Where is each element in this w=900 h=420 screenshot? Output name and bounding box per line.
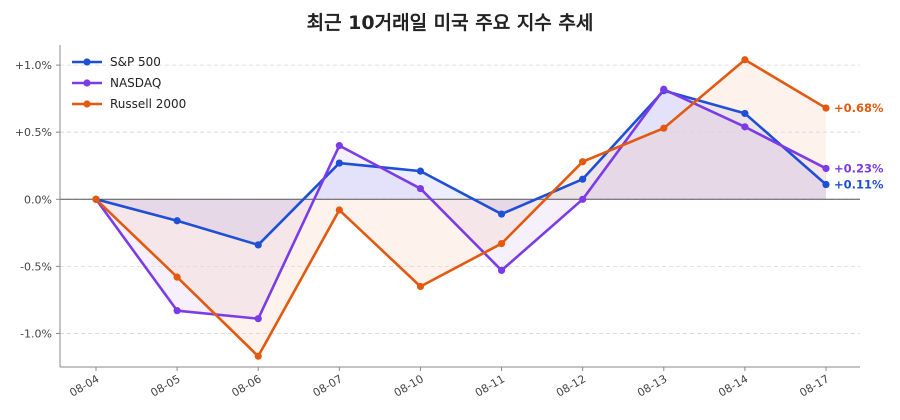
- x-tick-label: 08-07: [311, 372, 345, 399]
- y-tick-label: -0.5%: [20, 260, 52, 273]
- x-tick-label: 08-06: [230, 372, 264, 399]
- x-tick-label: 08-14: [716, 372, 750, 399]
- x-tick-label: 08-05: [148, 372, 182, 399]
- data-point: [254, 241, 262, 249]
- legend-marker-2: [83, 100, 91, 108]
- data-point: [741, 56, 749, 64]
- data-point: [335, 206, 343, 214]
- data-point: [497, 266, 506, 274]
- y-tick-label: +1.0%: [15, 59, 52, 72]
- data-point: [741, 123, 749, 131]
- end-label-1: +0.23%: [834, 161, 884, 175]
- x-tick-label: 08-04: [67, 372, 101, 399]
- data-point: [579, 175, 587, 183]
- x-tick-label: 08-17: [797, 372, 831, 399]
- series-line-2: [95, 58, 827, 358]
- data-point: [254, 315, 262, 323]
- data-point: [92, 195, 100, 203]
- legend-marker-0: [83, 58, 91, 66]
- data-point: [822, 164, 830, 173]
- y-tick-label: +0.5%: [15, 126, 52, 139]
- y-tick-label: -1.0%: [20, 327, 52, 340]
- data-point: [416, 184, 425, 193]
- data-point: [660, 124, 668, 132]
- x-tick-label: 08-13: [635, 372, 669, 399]
- data-point: [497, 239, 506, 248]
- series-line-1: [94, 87, 827, 321]
- data-point: [173, 273, 181, 281]
- x-tick-label: 08-11: [473, 372, 507, 399]
- data-point: [335, 142, 343, 150]
- data-point: [822, 104, 830, 112]
- legend-label-1: NASDAQ: [110, 76, 161, 90]
- data-point: [497, 210, 506, 218]
- data-point: [579, 158, 587, 166]
- x-tick-label: 08-10: [392, 372, 426, 399]
- chart-title: 최근 10거래일 미국 주요 지수 추세: [306, 12, 594, 34]
- series-fill-1: [96, 89, 826, 319]
- end-label-2: +0.68%: [834, 101, 884, 115]
- end-label-0: +0.11%: [834, 178, 884, 192]
- data-point: [660, 85, 668, 93]
- data-point: [416, 282, 425, 291]
- data-point: [173, 307, 181, 315]
- legend-label-0: S&P 500: [110, 55, 161, 69]
- data-point: [579, 195, 587, 203]
- legend-label-2: Russell 2000: [110, 97, 186, 111]
- series-line-0: [95, 89, 827, 247]
- data-point: [822, 180, 830, 189]
- data-point: [335, 159, 343, 167]
- series-fill-2: [96, 59, 826, 357]
- data-point: [173, 217, 181, 225]
- data-point: [254, 352, 262, 360]
- data-point: [416, 167, 425, 175]
- data-point: [741, 109, 749, 118]
- y-tick-label: 0.0%: [24, 193, 52, 206]
- legend-marker-1: [83, 79, 91, 87]
- series-fill-0: [96, 90, 826, 245]
- x-tick-label: 08-12: [554, 372, 588, 399]
